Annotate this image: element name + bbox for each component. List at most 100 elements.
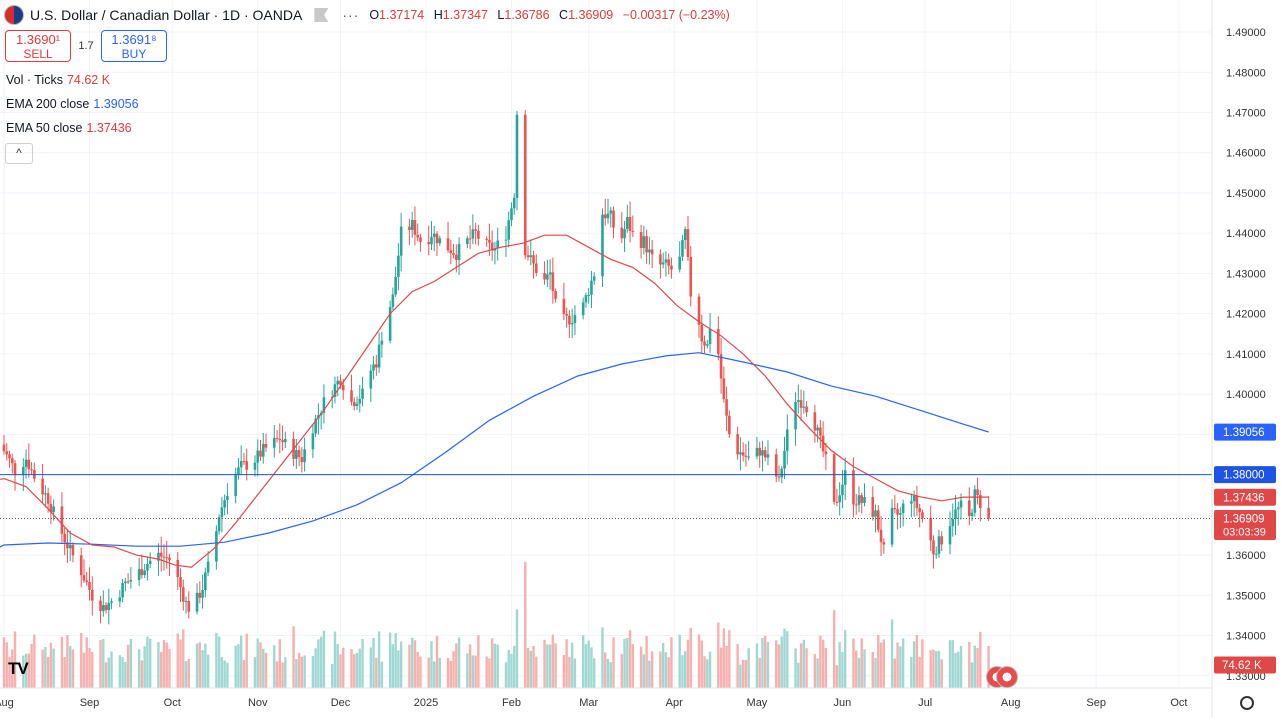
ema50-legend[interactable]: EMA 50 close 1.37436 bbox=[6, 121, 132, 135]
candle-body bbox=[954, 509, 957, 520]
y-tick-label: 1.43000 bbox=[1226, 268, 1266, 280]
candle-body bbox=[780, 468, 784, 478]
volume-bar bbox=[358, 648, 361, 688]
currency-pair-icon bbox=[4, 5, 24, 25]
price-axis-label-text: 1.36909 bbox=[1223, 514, 1265, 526]
price-axis-label bbox=[1214, 510, 1276, 541]
candle-body bbox=[970, 512, 974, 517]
volume-bar bbox=[562, 654, 566, 688]
volume-label: Vol · Ticks bbox=[6, 73, 63, 87]
candle-body bbox=[432, 233, 436, 237]
sell-button[interactable]: 1.3690¹ SELL bbox=[5, 30, 71, 62]
candle-body bbox=[774, 454, 778, 477]
volume-bar bbox=[912, 641, 916, 688]
volume-bar bbox=[554, 643, 557, 688]
volume-bar bbox=[755, 643, 759, 688]
candle-body bbox=[333, 384, 337, 397]
volume-bar bbox=[686, 639, 690, 688]
volume-bar bbox=[275, 661, 279, 688]
change-value: −0.00317 (−0.23%) bbox=[622, 8, 730, 22]
candle-body bbox=[697, 296, 701, 325]
y-tick-label: 1.34000 bbox=[1226, 631, 1266, 643]
candle-body bbox=[882, 542, 886, 545]
volume-bar bbox=[220, 656, 224, 688]
candle-body bbox=[901, 503, 905, 514]
sell-label: SELL bbox=[23, 47, 53, 61]
volume-bar bbox=[852, 638, 855, 688]
volume-bar bbox=[342, 647, 345, 688]
volume-bar bbox=[697, 634, 701, 688]
volume-bar bbox=[237, 644, 240, 688]
y-tick-label: 1.49000 bbox=[1226, 27, 1266, 39]
candle-body bbox=[857, 495, 861, 505]
tradingview-logo[interactable]: TV bbox=[8, 659, 29, 678]
volume-bar bbox=[725, 645, 728, 688]
volume-bar bbox=[245, 633, 248, 688]
volume-bar bbox=[239, 635, 243, 688]
candle-body bbox=[234, 474, 237, 496]
candle-body bbox=[728, 415, 731, 435]
ema200-legend[interactable]: EMA 200 close 1.39056 bbox=[6, 97, 139, 111]
volume-indicator-legend[interactable]: Vol · Ticks 74.62 K bbox=[6, 73, 110, 87]
candle-body bbox=[355, 403, 359, 407]
candle-body bbox=[416, 234, 419, 238]
price-axis[interactable] bbox=[1212, 0, 1282, 718]
volume-bar bbox=[204, 643, 207, 688]
symbol-title[interactable]: U.S. Dollar / Canadian Dollar · 1D · OAN… bbox=[30, 7, 303, 23]
candle-body bbox=[797, 400, 800, 402]
volume-bar bbox=[319, 636, 323, 688]
candle-body bbox=[239, 461, 243, 468]
candle-body bbox=[937, 536, 941, 554]
volume-bar bbox=[631, 644, 635, 688]
volume-bar bbox=[490, 638, 494, 688]
candle-body bbox=[744, 455, 748, 457]
candle-body bbox=[661, 262, 665, 265]
volume-bar bbox=[468, 644, 472, 688]
candle-body bbox=[322, 397, 326, 413]
x-tick-label: Oct bbox=[164, 697, 181, 709]
candle-body bbox=[206, 561, 210, 573]
collapse-legend-button[interactable]: ^ bbox=[5, 143, 33, 164]
candle-body bbox=[719, 354, 723, 379]
candle-body bbox=[377, 344, 381, 368]
candle-body bbox=[915, 495, 919, 509]
volume-bar bbox=[951, 640, 954, 688]
x-tick-label: Mar bbox=[579, 697, 598, 709]
volume-bar bbox=[394, 633, 397, 688]
volume-bar bbox=[234, 645, 237, 688]
currency-flag-icon-2[interactable] bbox=[996, 666, 1018, 688]
volume-bar bbox=[529, 650, 532, 688]
flag-icon[interactable] bbox=[314, 8, 329, 22]
candle-body bbox=[264, 443, 268, 448]
y-tick-label: 1.33000 bbox=[1226, 671, 1266, 683]
candle-body bbox=[973, 489, 977, 513]
volume-bar bbox=[60, 636, 64, 688]
candle-body bbox=[601, 214, 604, 277]
settings-icon[interactable] bbox=[1240, 696, 1254, 710]
volume-bar bbox=[184, 660, 188, 688]
candle-body bbox=[195, 592, 199, 612]
buy-button[interactable]: 1.3691⁸ BUY bbox=[101, 30, 167, 62]
candle-body bbox=[272, 437, 276, 448]
volume-bar bbox=[485, 656, 488, 688]
candle-body bbox=[763, 450, 767, 458]
candle-body bbox=[143, 570, 146, 576]
more-options-button[interactable]: ··· bbox=[342, 7, 360, 23]
volume-bar bbox=[628, 630, 632, 688]
x-tick-label: Jul bbox=[918, 697, 932, 709]
candle-body bbox=[626, 216, 629, 230]
candle-body bbox=[471, 229, 475, 239]
candle-body bbox=[835, 501, 839, 503]
volume-bar bbox=[882, 639, 886, 688]
volume-bar bbox=[921, 639, 924, 688]
volume-bar bbox=[871, 652, 874, 688]
candle-body bbox=[372, 364, 375, 371]
volume-bar bbox=[973, 645, 977, 688]
volume-bar bbox=[548, 644, 552, 688]
y-tick-label: 1.44000 bbox=[1226, 228, 1266, 240]
volume-bar bbox=[835, 665, 839, 688]
candle-body bbox=[623, 229, 626, 239]
candle-body bbox=[852, 470, 855, 505]
ema50-value: 1.37436 bbox=[86, 121, 132, 135]
